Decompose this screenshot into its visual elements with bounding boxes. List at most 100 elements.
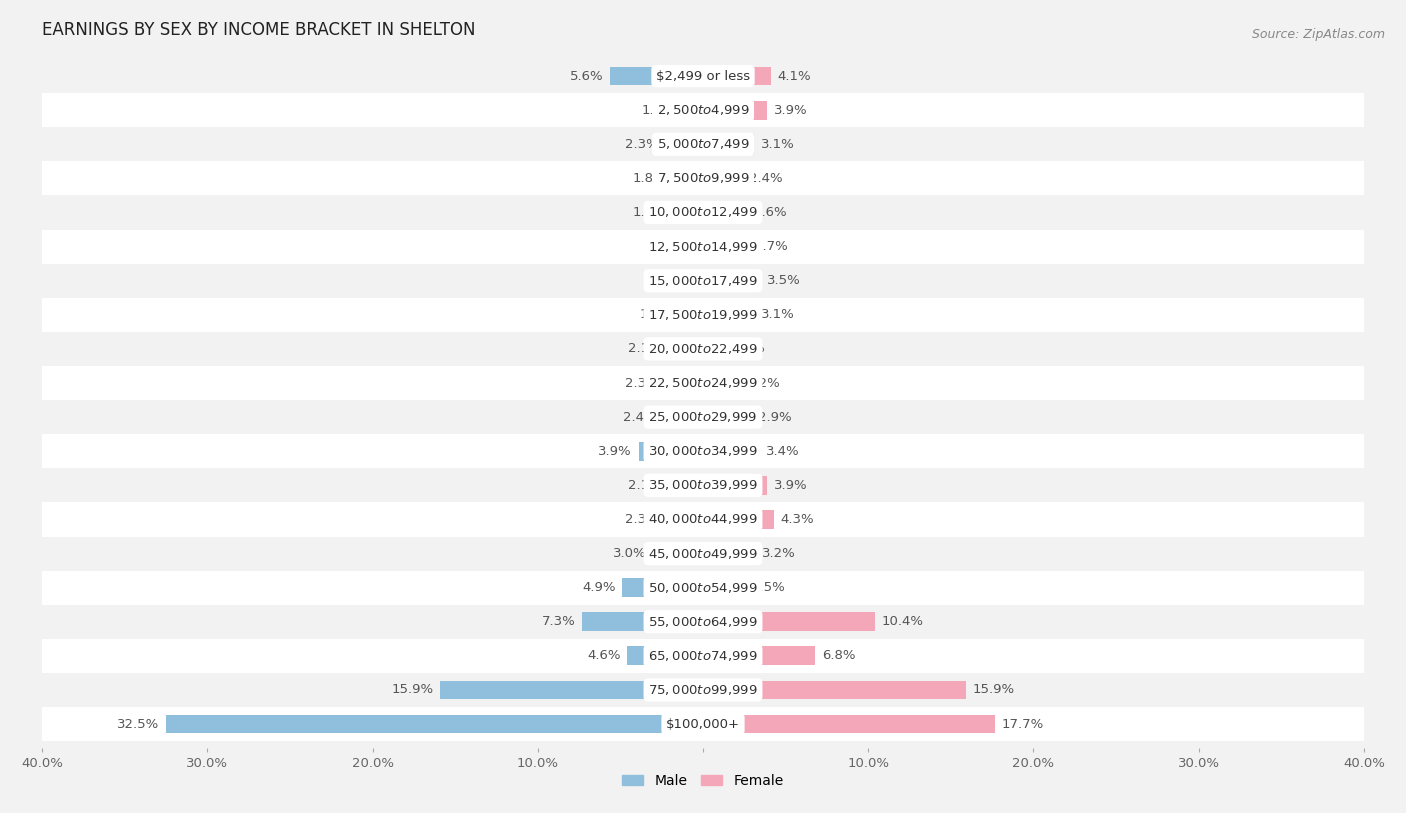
Bar	[703, 646, 815, 665]
Text: 32.5%: 32.5%	[117, 718, 159, 731]
Bar	[703, 272, 761, 290]
Bar	[703, 237, 748, 256]
Text: $7,500 to $9,999: $7,500 to $9,999	[657, 172, 749, 185]
Text: $35,000 to $39,999: $35,000 to $39,999	[648, 478, 758, 493]
Text: 3.5%: 3.5%	[768, 274, 801, 287]
Bar	[42, 93, 1364, 127]
Text: 7.3%: 7.3%	[543, 615, 576, 628]
Text: 15.9%: 15.9%	[973, 684, 1014, 697]
Bar	[42, 263, 1364, 298]
Text: $65,000 to $74,999: $65,000 to $74,999	[648, 649, 758, 663]
Bar	[683, 272, 703, 290]
Bar	[42, 298, 1364, 332]
Text: 1.8%: 1.8%	[633, 206, 666, 219]
Text: 2.4%: 2.4%	[623, 411, 657, 424]
Bar	[582, 612, 703, 631]
Text: $22,500 to $24,999: $22,500 to $24,999	[648, 376, 758, 390]
Text: 3.1%: 3.1%	[761, 137, 794, 150]
Text: 3.9%: 3.9%	[599, 445, 631, 458]
Bar	[703, 544, 756, 563]
Bar	[683, 237, 703, 256]
Text: 2.1%: 2.1%	[628, 342, 662, 355]
Bar	[627, 646, 703, 665]
Bar	[621, 578, 703, 597]
Bar	[42, 468, 1364, 502]
Bar	[673, 169, 703, 188]
Text: $50,000 to $54,999: $50,000 to $54,999	[648, 580, 758, 594]
Text: $2,500 to $4,999: $2,500 to $4,999	[657, 103, 749, 117]
Text: $45,000 to $49,999: $45,000 to $49,999	[648, 546, 758, 560]
Bar	[440, 680, 703, 699]
Bar	[42, 502, 1364, 537]
Text: 3.4%: 3.4%	[766, 445, 800, 458]
Bar	[42, 673, 1364, 707]
Text: 3.9%: 3.9%	[775, 104, 807, 117]
Bar	[681, 306, 703, 324]
Text: 3.9%: 3.9%	[775, 479, 807, 492]
Bar	[703, 169, 742, 188]
Text: 2.3%: 2.3%	[624, 376, 658, 389]
Bar	[703, 203, 747, 222]
Text: 1.3%: 1.3%	[731, 342, 765, 355]
Bar	[42, 366, 1364, 400]
Text: 2.6%: 2.6%	[752, 206, 786, 219]
Bar	[703, 101, 768, 120]
Text: 2.7%: 2.7%	[754, 240, 787, 253]
Text: $20,000 to $22,499: $20,000 to $22,499	[648, 342, 758, 356]
Bar	[703, 374, 740, 393]
Text: 4.3%: 4.3%	[780, 513, 814, 526]
Text: $10,000 to $12,499: $10,000 to $12,499	[648, 206, 758, 220]
Bar	[703, 306, 754, 324]
Text: $100,000+: $100,000+	[666, 718, 740, 731]
Text: 2.1%: 2.1%	[628, 479, 662, 492]
Bar	[668, 340, 703, 359]
Bar	[703, 441, 759, 461]
Bar	[703, 135, 754, 154]
Bar	[42, 639, 1364, 673]
Text: $15,000 to $17,499: $15,000 to $17,499	[648, 274, 758, 288]
Bar	[42, 400, 1364, 434]
Text: 1.3%: 1.3%	[641, 104, 675, 117]
Text: $30,000 to $34,999: $30,000 to $34,999	[648, 444, 758, 459]
Text: 1.8%: 1.8%	[633, 172, 666, 185]
Text: 3.1%: 3.1%	[761, 308, 794, 321]
Bar	[42, 537, 1364, 571]
Bar	[703, 612, 875, 631]
Text: $40,000 to $44,999: $40,000 to $44,999	[648, 512, 758, 527]
Bar	[664, 408, 703, 427]
Bar	[703, 680, 966, 699]
Bar	[665, 374, 703, 393]
Text: 1.2%: 1.2%	[643, 274, 676, 287]
Bar	[42, 59, 1364, 93]
Bar	[42, 229, 1364, 263]
Text: 2.9%: 2.9%	[758, 411, 792, 424]
Bar	[682, 101, 703, 120]
Bar	[42, 161, 1364, 195]
Text: 5.6%: 5.6%	[571, 70, 605, 83]
Text: 10.4%: 10.4%	[882, 615, 924, 628]
Bar	[654, 544, 703, 563]
Text: 4.9%: 4.9%	[582, 581, 616, 594]
Text: 3.2%: 3.2%	[762, 547, 796, 560]
Bar	[703, 476, 768, 495]
Bar	[668, 476, 703, 495]
Text: 1.4%: 1.4%	[640, 308, 673, 321]
Text: $17,500 to $19,999: $17,500 to $19,999	[648, 308, 758, 322]
Legend: Male, Female: Male, Female	[617, 768, 789, 793]
Bar	[42, 127, 1364, 161]
Bar	[703, 715, 995, 733]
Bar	[610, 67, 703, 85]
Bar	[703, 67, 770, 85]
Text: 2.3%: 2.3%	[624, 513, 658, 526]
Bar	[665, 135, 703, 154]
Text: 4.6%: 4.6%	[586, 650, 620, 663]
Bar	[703, 578, 744, 597]
Bar	[638, 441, 703, 461]
Text: 4.1%: 4.1%	[778, 70, 811, 83]
Bar	[703, 510, 775, 528]
Text: $25,000 to $29,999: $25,000 to $29,999	[648, 410, 758, 424]
Bar	[42, 707, 1364, 741]
Text: 2.2%: 2.2%	[747, 376, 780, 389]
Bar	[42, 605, 1364, 639]
Bar	[166, 715, 703, 733]
